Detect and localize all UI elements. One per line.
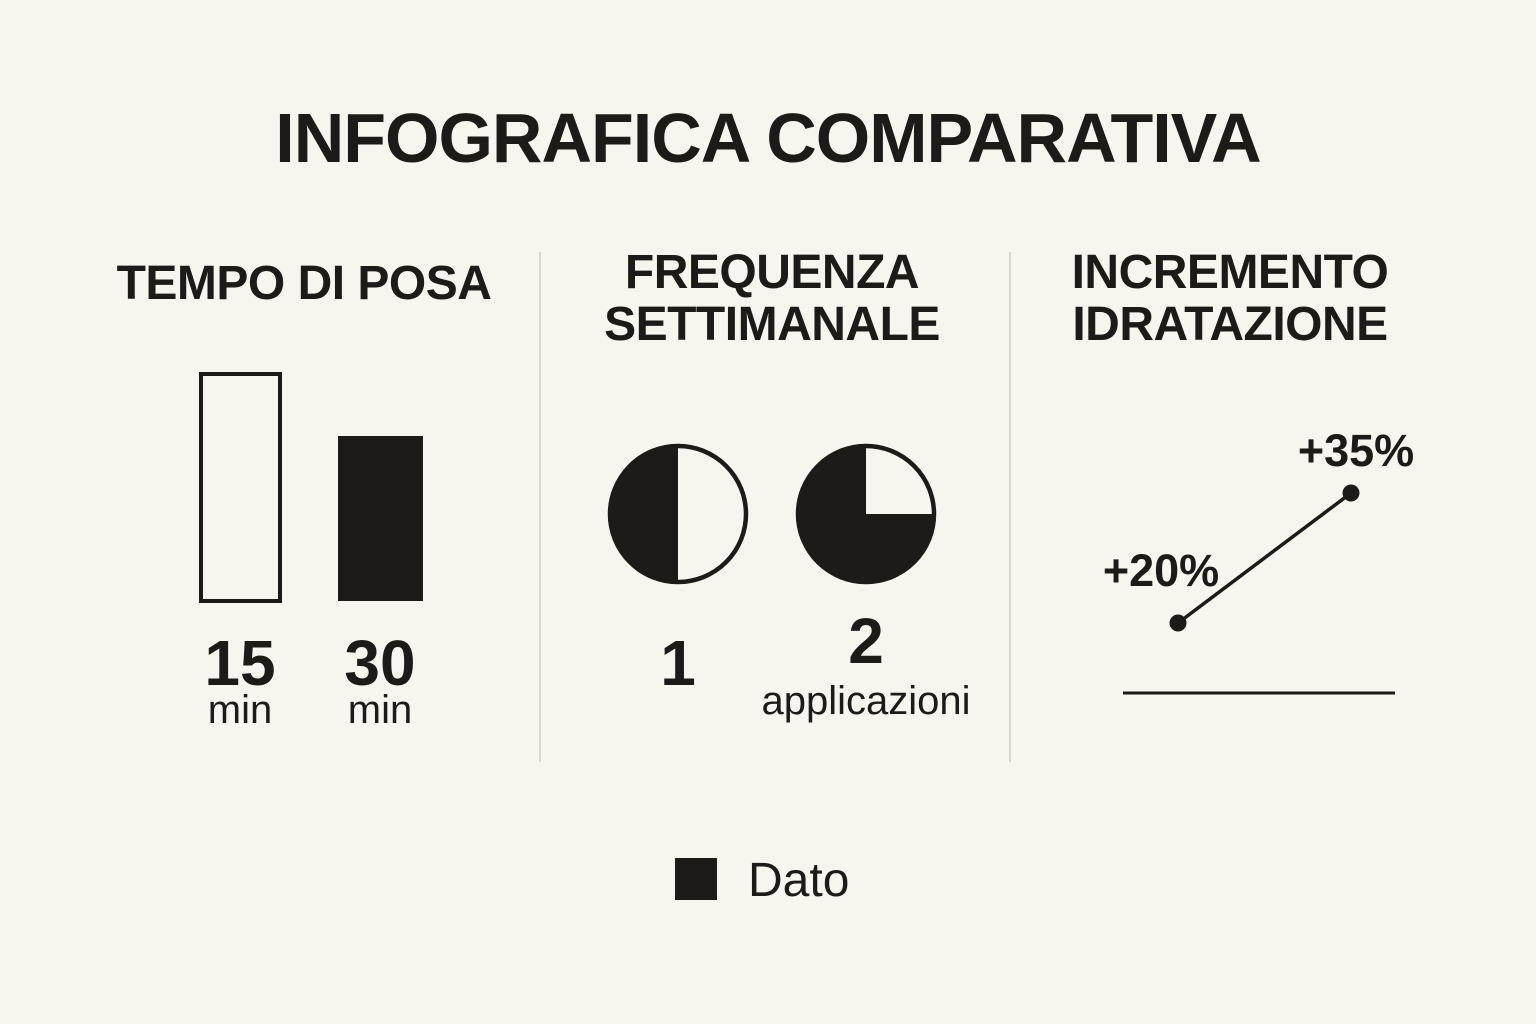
column-divider-left (539, 252, 541, 762)
bar-30min-filled (338, 436, 423, 601)
legend-swatch (675, 858, 717, 900)
bar-30-value: 30 (344, 627, 416, 699)
bar-15min-outline (199, 372, 282, 603)
section-heading-frequenza: FREQUENZA SETTIMANALE (562, 247, 982, 351)
legend-label: Dato (748, 854, 850, 907)
pie-1-value: 1 (660, 627, 696, 699)
pie-2-value: 2 (848, 605, 884, 677)
pie-chart-1-half (607, 443, 749, 585)
pie-2-unit: applicazioni (761, 679, 971, 723)
pie-2-filled-three-quarter-slice (798, 446, 934, 582)
section-heading-frequenza-line1: FREQUENZA (624, 246, 920, 299)
section-heading-frequenza-line2: SETTIMANALE (604, 298, 940, 351)
trend-end-label: +35% (1297, 425, 1415, 476)
data-point-start (1169, 614, 1187, 632)
bar-15-value: 15 (204, 627, 276, 699)
section-heading-incremento-line1: INCREMENTO (1071, 246, 1389, 299)
trend-start-label: +20% (1102, 545, 1220, 596)
column-divider-right (1009, 252, 1011, 762)
section-heading-incremento-line2: IDRATAZIONE (1072, 298, 1388, 351)
pie-1-filled-half-slice (610, 446, 678, 582)
pie-chart-2-three-quarter (795, 443, 937, 585)
bar-15-unit: min (207, 688, 273, 732)
trend-line-chart (1123, 484, 1395, 695)
trend-line (1176, 491, 1353, 625)
bar-30-unit: min (347, 688, 413, 732)
page-title: INFOGRAFICA COMPARATIVA (275, 99, 1261, 177)
section-heading-tempo: TEMPO DI POSA (116, 257, 492, 310)
section-heading-incremento: INCREMENTO IDRATAZIONE (1020, 247, 1440, 351)
data-point-end (1342, 484, 1360, 502)
